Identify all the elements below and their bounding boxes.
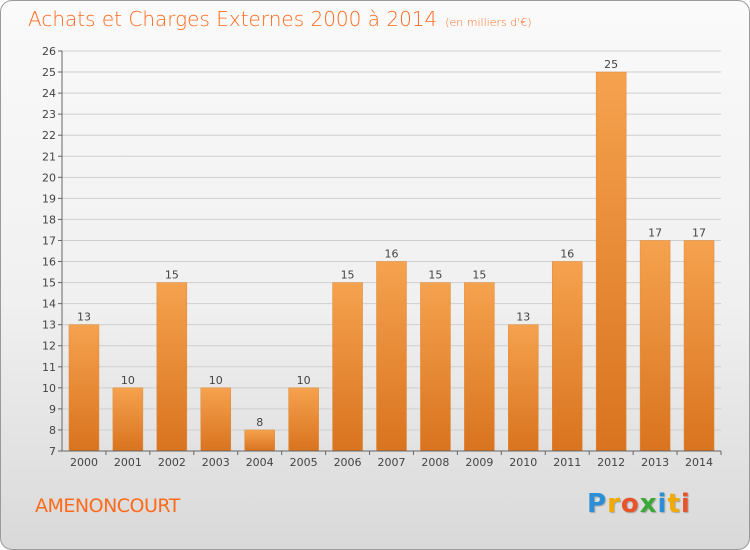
x-axis: 2000 2001 2002 2003 2004 2005 2006 2007 2008 2009… bbox=[62, 450, 722, 469]
title-text: Achats et Charges Externes 2000 à 2014 bbox=[28, 7, 438, 31]
bar bbox=[683, 240, 715, 452]
chart-title: Achats et Charges Externes 2000 à 2014 (e… bbox=[28, 7, 532, 31]
y-tick-label: 15 bbox=[42, 277, 56, 290]
x-tick-label: 2012 bbox=[597, 456, 625, 469]
y-tick-label: 21 bbox=[42, 150, 56, 163]
y-tick-label: 12 bbox=[42, 340, 56, 353]
x-tick-label: 2003 bbox=[202, 456, 230, 469]
y-tick-label: 7 bbox=[49, 445, 56, 458]
bar bbox=[244, 429, 275, 452]
y-axis: 7 8 9 10 11 12 13 14 15 16 17 18 19 20 21 22 23 24 25 26 bbox=[42, 45, 63, 458]
y-tick-label: 9 bbox=[49, 403, 56, 416]
bar bbox=[332, 282, 363, 452]
bar bbox=[200, 387, 232, 452]
data-label: 8 bbox=[256, 416, 263, 429]
x-tick-label: 2004 bbox=[246, 456, 274, 469]
data-label: 15 bbox=[165, 269, 179, 282]
bar bbox=[112, 387, 144, 452]
y-tick-label: 19 bbox=[42, 192, 56, 205]
data-label: 10 bbox=[121, 374, 135, 387]
data-label: 10 bbox=[209, 374, 223, 387]
title-unit: (en milliers d'€) bbox=[445, 16, 532, 29]
bar bbox=[464, 282, 495, 452]
data-label: 25 bbox=[604, 58, 618, 71]
data-label: 16 bbox=[560, 248, 574, 261]
y-tick-label: 17 bbox=[42, 234, 56, 247]
y-tick-label: 8 bbox=[49, 424, 56, 437]
bar bbox=[68, 324, 100, 452]
y-tick-label: 26 bbox=[42, 45, 56, 58]
y-tick-label: 25 bbox=[42, 66, 56, 79]
y-tick-label: 16 bbox=[42, 256, 56, 269]
bar bbox=[508, 324, 539, 452]
place-name: AMENONCOURT bbox=[35, 495, 180, 517]
data-label: 16 bbox=[385, 248, 399, 261]
x-tick-label: 2013 bbox=[641, 456, 669, 469]
x-tick-label: 2006 bbox=[334, 456, 362, 469]
x-tick-label: 2011 bbox=[553, 456, 581, 469]
data-label: 13 bbox=[516, 311, 530, 324]
bar bbox=[551, 261, 583, 452]
y-tick-label: 23 bbox=[42, 108, 56, 121]
x-tick-label: 2001 bbox=[114, 456, 142, 469]
y-tick-label: 14 bbox=[42, 298, 56, 311]
data-label: 15 bbox=[341, 269, 355, 282]
logo-letter: P bbox=[587, 489, 608, 519]
logo-letter: x bbox=[639, 489, 658, 519]
x-tick-label: 2000 bbox=[70, 456, 98, 469]
y-tick-label: 10 bbox=[42, 382, 56, 395]
x-tick-label: 2002 bbox=[158, 456, 186, 469]
bar bbox=[595, 71, 627, 452]
logo-letter: r bbox=[607, 489, 621, 519]
y-tick-label: 18 bbox=[42, 213, 56, 226]
data-label: 17 bbox=[692, 226, 706, 239]
x-tick-label: 2009 bbox=[465, 456, 493, 469]
bar bbox=[376, 261, 407, 452]
data-label: 13 bbox=[77, 311, 91, 324]
y-tick-label: 11 bbox=[42, 361, 56, 374]
logo-letter: t bbox=[667, 489, 681, 519]
bar bbox=[288, 387, 319, 452]
logo-letter: i bbox=[657, 489, 668, 519]
bars: 13 10 15 10 8 10 15 16 15 15 13 16 25 17 17 bbox=[68, 58, 715, 452]
y-tick-label: 22 bbox=[42, 129, 56, 142]
data-label: 15 bbox=[428, 269, 442, 282]
bar bbox=[156, 282, 188, 452]
data-label: 15 bbox=[472, 269, 486, 282]
x-tick-label: 2005 bbox=[290, 456, 318, 469]
x-tick-label: 2008 bbox=[421, 456, 449, 469]
data-label: 17 bbox=[648, 226, 662, 239]
bar bbox=[639, 240, 671, 452]
y-tick-label: 24 bbox=[42, 87, 56, 100]
x-tick-label: 2014 bbox=[685, 456, 713, 469]
data-label: 10 bbox=[297, 374, 311, 387]
logo-letter: i bbox=[680, 489, 691, 519]
logo-letter: o bbox=[620, 489, 640, 519]
x-tick-label: 2007 bbox=[378, 456, 406, 469]
proxiti-logo: Proxiti bbox=[587, 489, 691, 519]
y-tick-label: 20 bbox=[42, 171, 56, 184]
bar bbox=[420, 282, 451, 452]
x-tick-label: 2010 bbox=[509, 456, 537, 469]
y-tick-label: 13 bbox=[42, 319, 56, 332]
